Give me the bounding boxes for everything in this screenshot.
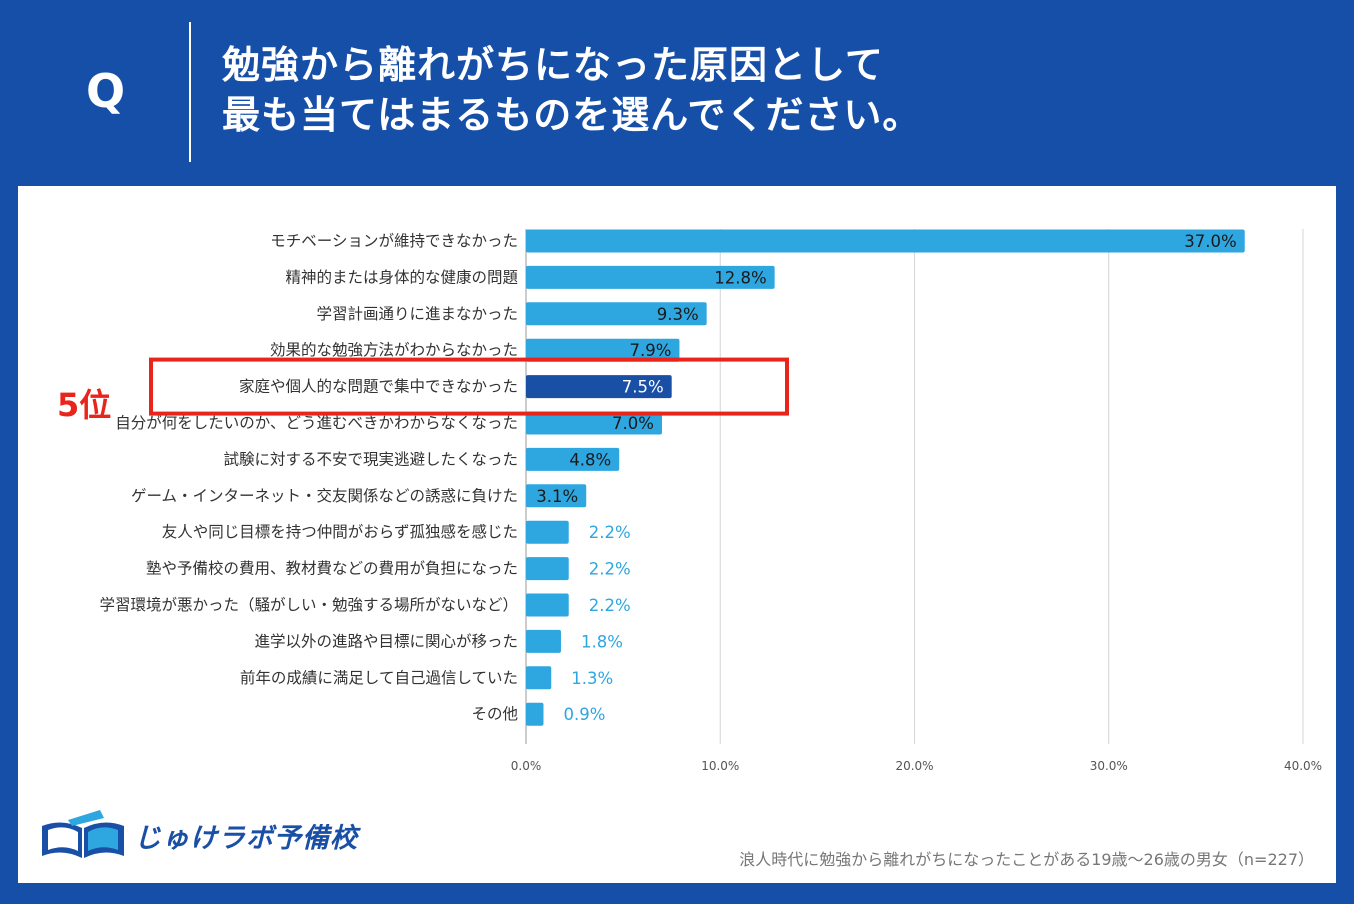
- data-label: 7.5%: [622, 378, 664, 397]
- highlight-box: [149, 357, 789, 416]
- category-label: 塾や予備校の費用、教材費などの費用が負担になった: [146, 560, 518, 578]
- bar: [526, 447, 620, 471]
- category-label: 学習計画通りに進まなかった: [316, 305, 518, 323]
- bar: [526, 593, 569, 617]
- data-label: 12.8%: [714, 268, 766, 287]
- x-tick-label: 10.0%: [701, 759, 739, 773]
- data-label: 2.2%: [589, 560, 631, 579]
- logo: じゅけラボ予備校: [38, 806, 358, 864]
- category-label: 学習環境が悪かった（騒がしい・勉強する場所がないなど）: [99, 595, 518, 614]
- bar: [526, 265, 775, 289]
- data-label: 2.2%: [589, 523, 631, 542]
- data-label: 0.9%: [563, 705, 605, 724]
- category-label: 家庭や個人的な問題で集中できなかった: [239, 378, 518, 396]
- data-label: 7.9%: [630, 341, 672, 360]
- data-label: 1.3%: [571, 669, 613, 688]
- data-label: 9.3%: [657, 305, 699, 324]
- bar: [526, 520, 569, 544]
- data-label: 3.1%: [536, 487, 578, 506]
- x-tick-label: 40.0%: [1284, 759, 1322, 773]
- bar-chart: 0.0% 10.0% 20.0% 30.0% 40.0% モチベーションが維持できなかった…: [99, 229, 1322, 773]
- category-label: 自分が何をしたいのか、どう進むべきかわからなくなった: [115, 414, 518, 432]
- category-label: 進学以外の進路や目標に関心が移った: [254, 632, 518, 650]
- bar: [526, 338, 680, 362]
- category-label: 友人や同じ目標を持つ仲間がおらず孤独感を感じた: [162, 523, 518, 541]
- data-label: 4.8%: [569, 450, 611, 469]
- bar: [526, 557, 569, 581]
- category-label: モチベーションが維持できなかった: [270, 232, 518, 250]
- data-label: 1.8%: [581, 632, 623, 651]
- chart-panel: 0.0% 10.0% 20.0% 30.0% 40.0% モチベーションが維持できなかった…: [18, 186, 1336, 883]
- bar: [526, 484, 587, 508]
- data-label: 2.2%: [589, 596, 631, 615]
- category-label: 前年の成績に満足して自己過信していた: [240, 669, 518, 687]
- category-label: ゲーム・インターネット・交友関係などの誘惑に負けた: [131, 487, 518, 505]
- footnote: 浪人時代に勉強から離れがちになったことがある19歳〜26歳の男女（n=227）: [739, 850, 1314, 869]
- bar: [526, 302, 707, 326]
- category-label: 精神的または身体的な健康の問題: [285, 268, 518, 286]
- question-title-line1: 勉強から離れがちになった原因として: [222, 43, 884, 87]
- bar: [526, 666, 552, 690]
- data-label: 7.0%: [612, 414, 654, 433]
- open-book-icon: [42, 810, 124, 858]
- bar: [526, 411, 662, 435]
- highlight-bar: [526, 375, 672, 399]
- bar: [526, 629, 561, 653]
- question-letter: Q: [86, 64, 126, 118]
- rank-label: 5位: [57, 386, 112, 424]
- x-tick-label: 20.0%: [895, 759, 933, 773]
- x-tick-label: 30.0%: [1090, 759, 1128, 773]
- header-divider: [189, 22, 191, 162]
- data-label: 37.0%: [1184, 232, 1236, 251]
- category-label: 試験に対する不安で現実逃避したくなった: [223, 450, 518, 468]
- category-label: その他: [471, 705, 518, 723]
- x-tick-label: 0.0%: [511, 759, 542, 773]
- question-title-line2: 最も当てはまるものを選んでください。: [222, 93, 922, 137]
- logo-text: じゅけラボ予備校: [134, 822, 358, 854]
- category-label: 効果的な勉強方法がわからなかった: [270, 341, 518, 359]
- question-title: 勉強から離れがちになった原因として 最も当てはまるものを選んでください。: [222, 40, 921, 140]
- bar: [526, 229, 1245, 253]
- bar: [526, 702, 544, 726]
